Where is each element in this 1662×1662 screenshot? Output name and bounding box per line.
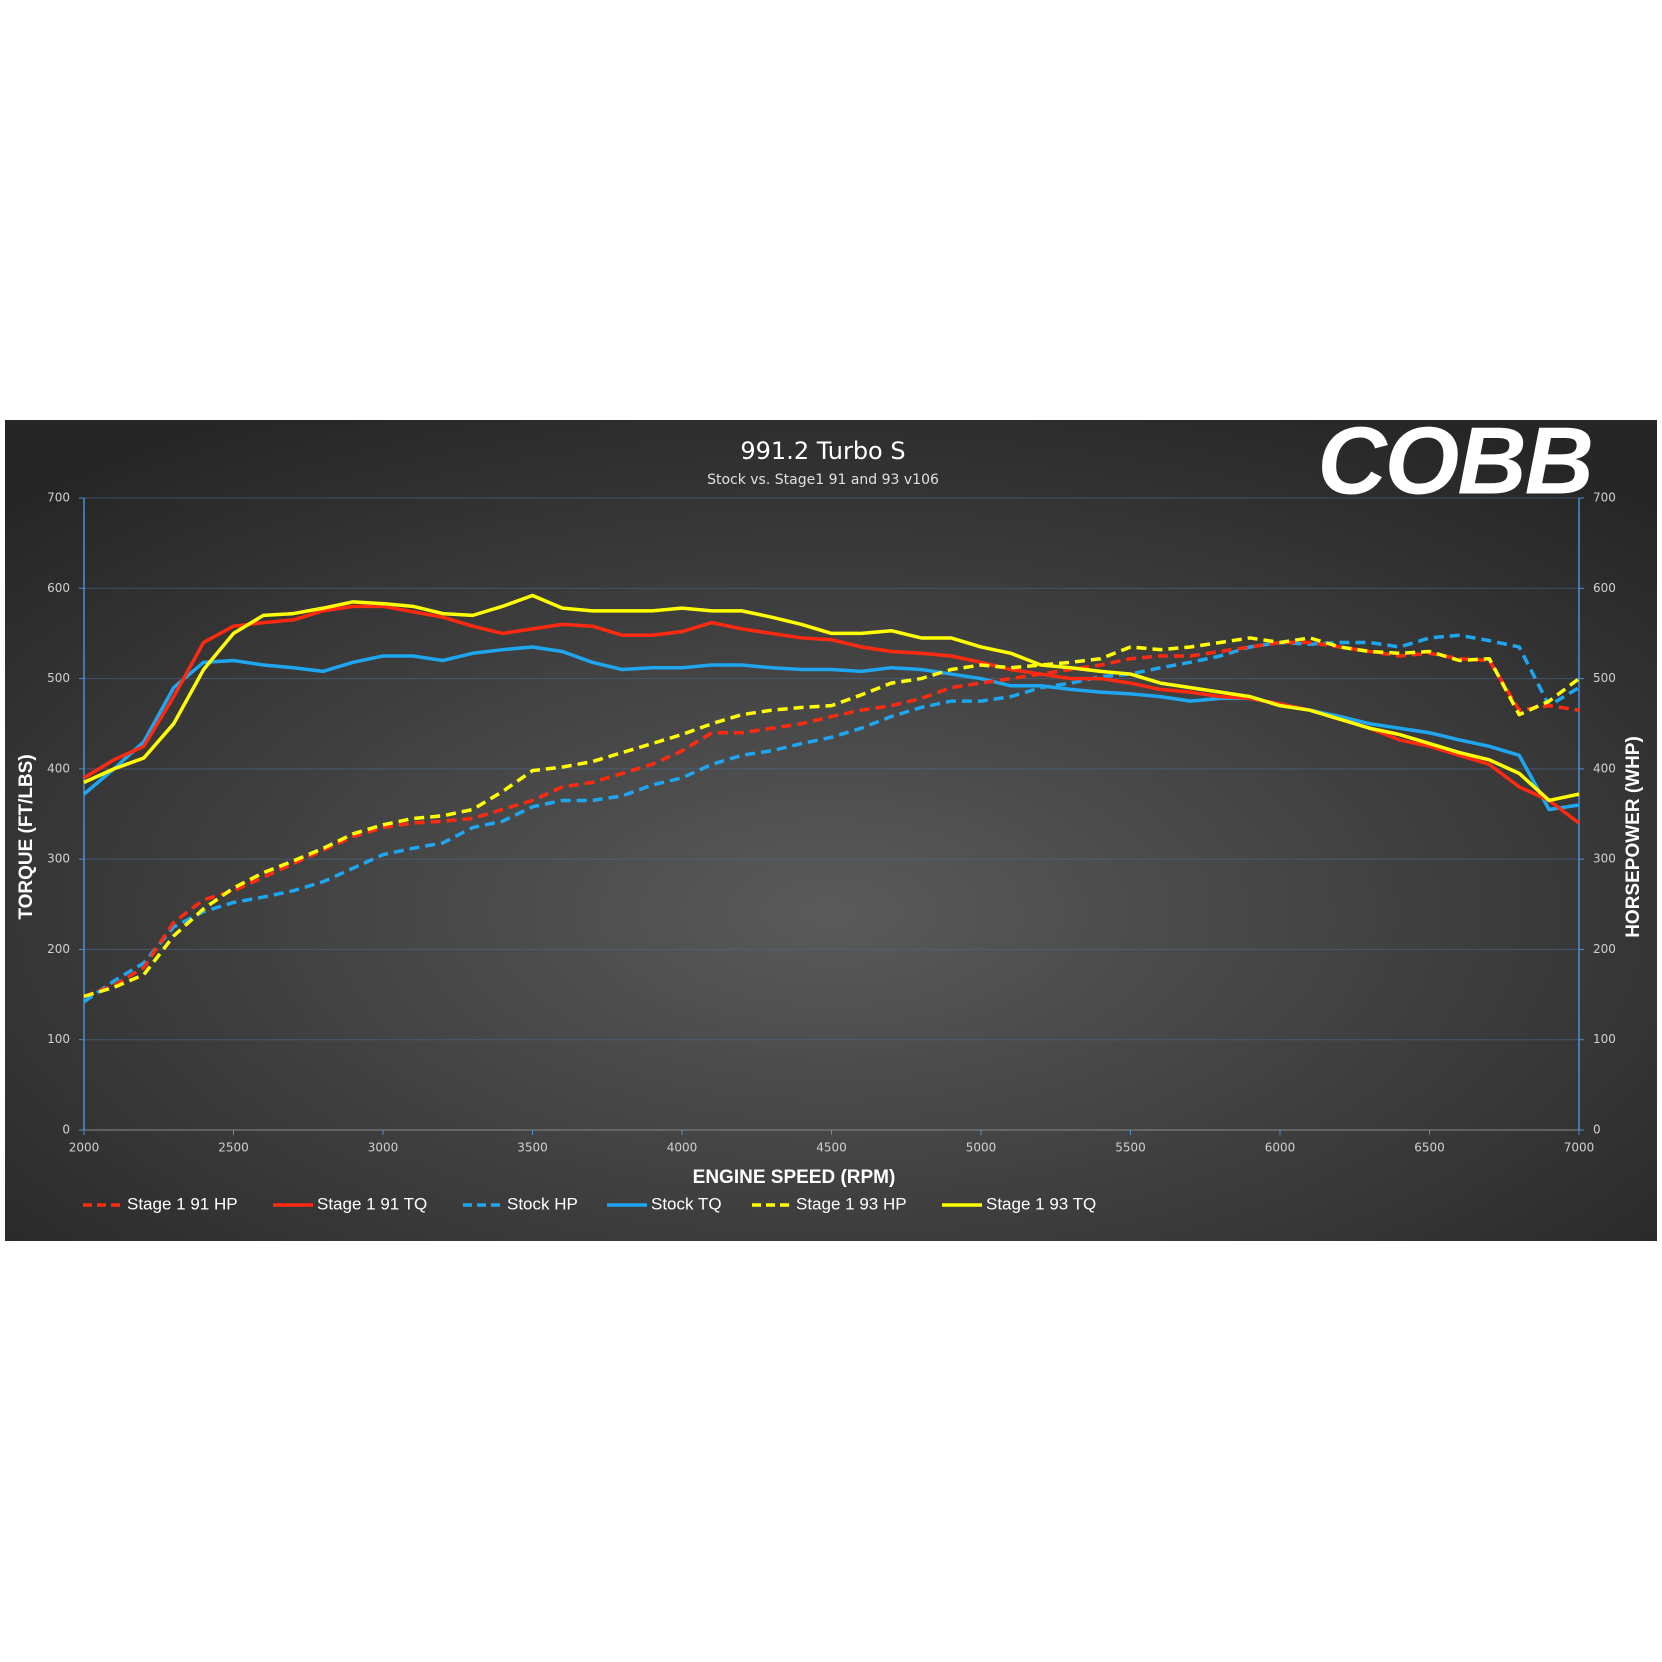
y2-tick-label: 100 xyxy=(1593,1032,1616,1046)
legend-label: Stage 1 91 TQ xyxy=(317,1194,427,1213)
x-tick-label: 2000 xyxy=(69,1141,100,1155)
logo: COBB xyxy=(1317,407,1592,514)
legend-label: Stage 1 93 HP xyxy=(796,1194,907,1213)
x-tick-label: 4000 xyxy=(667,1141,698,1155)
y-tick-label: 700 xyxy=(47,491,70,505)
x-tick-label: 4500 xyxy=(816,1141,847,1155)
y2-tick-label: 600 xyxy=(1593,581,1616,595)
y-axis-title: TORQUE (FT/LBS) xyxy=(16,754,37,919)
series-line xyxy=(83,636,1581,999)
legend-label: Stock HP xyxy=(507,1194,578,1213)
x-tick-label: 6000 xyxy=(1265,1141,1296,1155)
y-tick-label: 100 xyxy=(47,1032,70,1046)
y-tick-label: 300 xyxy=(47,852,70,866)
x-tick-label: 5500 xyxy=(1115,1141,1146,1155)
y2-tick-label: 200 xyxy=(1593,942,1616,956)
y2-tick-label: 0 xyxy=(1593,1123,1601,1137)
series-line xyxy=(83,593,1580,803)
chart-panel xyxy=(5,420,1657,1241)
y-tick-label: 0 xyxy=(62,1123,70,1137)
x-tick-label: 7000 xyxy=(1564,1141,1595,1155)
y2-axis-title: HORSEPOWER (WHP) xyxy=(1623,736,1644,938)
x-axis-title: ENGINE SPEED (RPM) xyxy=(693,1167,896,1188)
chart-subtitle: Stock vs. Stage1 91 and 93 v106 xyxy=(707,472,939,488)
x-tick-label: 3000 xyxy=(368,1141,399,1155)
y2-tick-label: 400 xyxy=(1593,761,1616,775)
legend-label: Stock TQ xyxy=(651,1194,722,1213)
y-tick-label: 200 xyxy=(47,942,70,956)
y-tick-label: 400 xyxy=(47,761,70,775)
y2-tick-label: 500 xyxy=(1593,671,1616,685)
series-line xyxy=(83,640,1580,999)
chart-title: 991.2 Turbo S xyxy=(740,437,905,465)
x-tick-label: 6500 xyxy=(1414,1141,1445,1155)
legend-label: Stage 1 91 HP xyxy=(127,1194,238,1213)
y-tick-label: 600 xyxy=(47,581,70,595)
x-tick-label: 5000 xyxy=(966,1141,997,1155)
x-tick-label: 2500 xyxy=(218,1141,249,1155)
x-tick-label: 3500 xyxy=(517,1141,548,1155)
y2-tick-label: 300 xyxy=(1593,852,1616,866)
y2-tick-label: 700 xyxy=(1593,491,1616,505)
legend-label: Stage 1 93 TQ xyxy=(986,1194,1096,1213)
y-tick-label: 500 xyxy=(47,671,70,685)
